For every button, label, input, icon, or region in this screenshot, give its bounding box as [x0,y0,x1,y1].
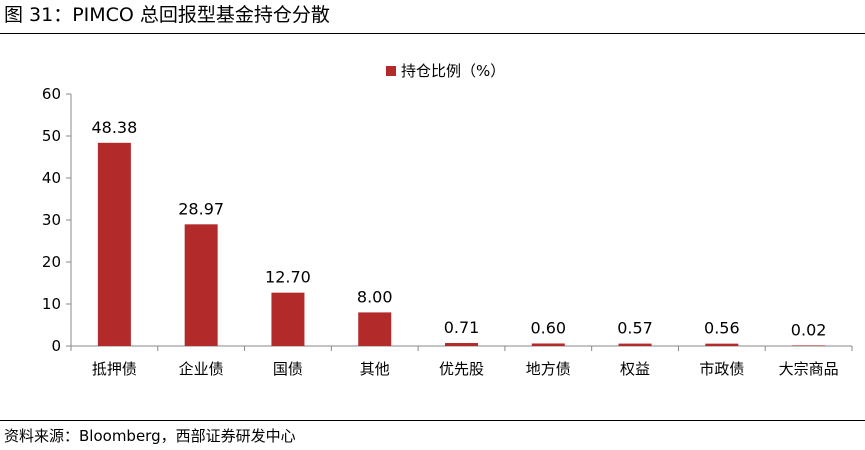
y-tick-label: 20 [42,253,61,271]
y-axis: 0 10 20 30 40 50 60 [42,85,72,355]
x-tick-label: 优先股 [439,360,484,378]
bar [792,345,826,346]
x-tick-label: 抵押债 [92,360,137,378]
x-tick-label: 企业债 [179,360,224,378]
y-tick-label: 40 [42,169,61,187]
bar-value-label: 28.97 [178,199,224,218]
bar [358,312,392,346]
bar-series: 48.38 28.97 12.70 8.00 0.71 0.60 0.57 0.56 0.02 [91,118,826,346]
x-tick-label: 国债 [273,360,303,378]
bar-value-label: 0.60 [530,318,566,337]
bar [618,343,652,346]
legend: 持仓比例（%） [386,62,505,80]
x-tick-label: 地方债 [526,360,571,378]
bar-value-label: 0.57 [617,319,653,338]
y-tick-label: 60 [42,85,61,103]
y-tick-label: 30 [42,211,61,229]
bar [184,224,218,346]
x-tick-label: 市政债 [699,360,744,378]
bar-value-label: 0.56 [704,319,740,338]
x-axis: 抵押债 企业债 国债 其他 优先股 地方债 权益 市政债 大宗商品 [70,345,853,378]
bar [531,343,565,346]
bar [97,142,131,346]
bar-value-label: 12.70 [265,268,311,287]
bottom-rule [0,420,865,421]
x-tick-label: 大宗商品 [779,360,839,378]
legend-swatch [386,66,396,76]
bar-value-label: 0.71 [444,318,480,337]
y-tick-label: 0 [51,337,61,355]
legend-label: 持仓比例（%） [401,62,505,80]
bar-value-label: 8.00 [357,287,393,306]
bar [271,292,305,346]
bar [445,343,478,346]
bar [705,343,739,346]
x-tick-label: 其他 [360,360,390,378]
y-tick-label: 10 [42,295,61,313]
figure-title: 图 31：PIMCO 总回报型基金持仓分散 [4,4,330,26]
source-note: 资料来源：Bloomberg，西部证券研发中心 [4,427,296,445]
bar-chart: 持仓比例（%） 0 10 20 30 40 50 60 抵押债 企业债 国债 其他 优先股 地方债 权益… [42,62,853,378]
bar-value-label: 0.02 [791,320,827,339]
y-tick-label: 50 [42,127,61,145]
x-tick-label: 权益 [620,360,650,378]
top-rule [0,33,865,34]
bar-value-label: 48.38 [91,118,137,137]
